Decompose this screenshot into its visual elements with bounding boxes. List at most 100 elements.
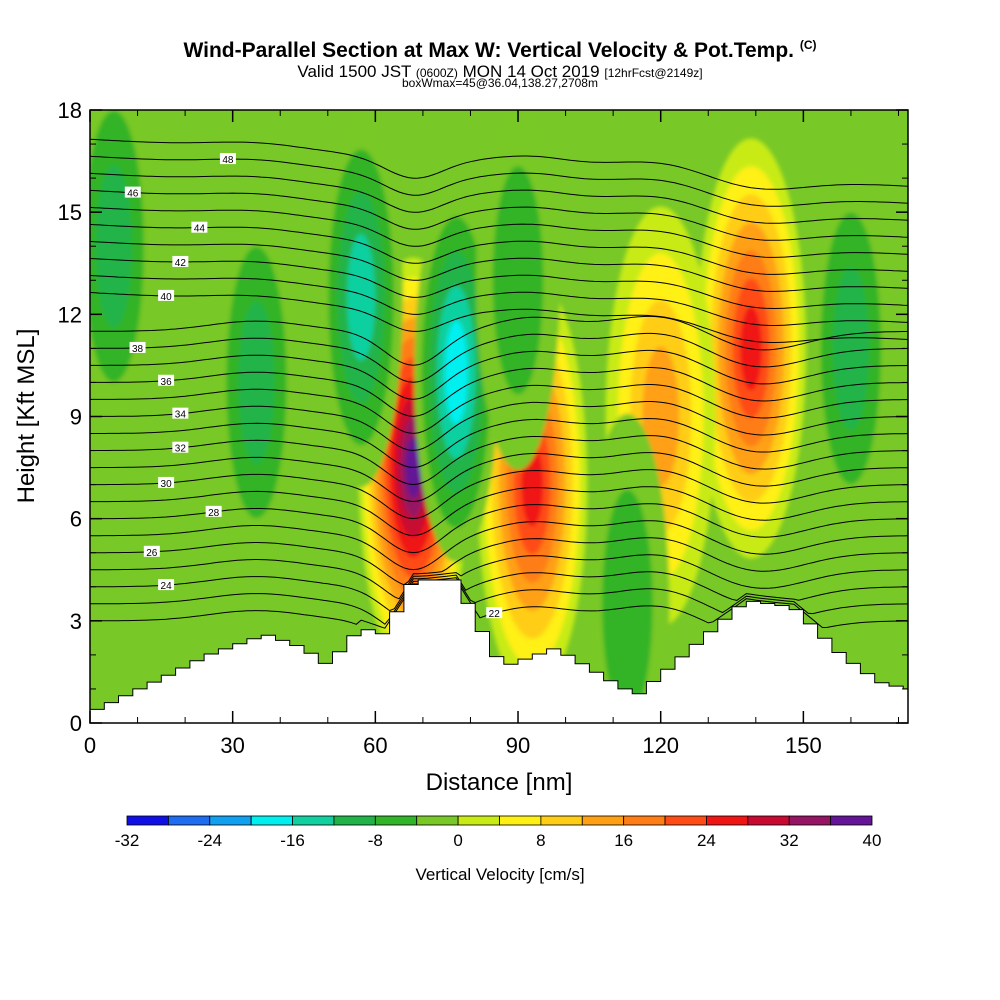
isentrope-line (90, 258, 908, 310)
velocity-feature (476, 110, 561, 471)
isentrope-line (90, 189, 908, 241)
x-tick-label: 120 (642, 733, 679, 758)
chart-subtitle: Valid 1500 JST (0600Z) MON 14 Oct 2019 [… (0, 62, 1000, 82)
colorbar-bin (664, 815, 707, 826)
y-tick-label: 12 (58, 302, 82, 327)
velocity-contour-band (492, 166, 544, 395)
isentrope-line (90, 537, 908, 586)
isentrope-line (90, 401, 908, 451)
chart-title: Wind-Parallel Section at Max W: Vertical… (183, 38, 817, 62)
isentrope-label: 40 (161, 292, 173, 303)
isentrope-label-bg (143, 545, 160, 557)
isentrope-label-bg (129, 341, 146, 353)
colorbar-tick-label: 16 (614, 831, 633, 850)
x-tick-label: 90 (506, 733, 530, 758)
colorbar-bin (292, 815, 335, 826)
colorbar-bin (540, 815, 583, 826)
isentrope-label: 48 (222, 155, 234, 166)
isentrope-label: 36 (161, 377, 173, 388)
isentrope-line (90, 172, 908, 224)
velocity-contour-band (832, 266, 869, 430)
isentrope-label: 22 (489, 609, 501, 620)
isentrope-line (90, 275, 908, 326)
colorbar-tick-label: -16 (280, 831, 305, 850)
colorbar-tick-label: -32 (115, 831, 140, 850)
colorbar-tick-label: 24 (697, 831, 716, 850)
valid-utc: (0600Z) (415, 66, 458, 80)
vertical-velocity-field (90, 110, 908, 723)
isentrope-label-bg (486, 607, 503, 619)
isentrope-label-bg (158, 579, 175, 591)
colorbar-bin (747, 815, 790, 826)
colorbar-tick-label: -24 (197, 831, 222, 850)
colorbar-bin (374, 815, 418, 826)
isentrope-line (90, 332, 908, 383)
isentrope-label-bg (172, 441, 189, 453)
velocity-contour-band (444, 320, 468, 425)
title-mark: (C) (799, 38, 817, 52)
velocity-feature (808, 158, 893, 539)
isentrope-label-bg (158, 476, 175, 488)
isentrope-label: 42 (175, 258, 187, 269)
isentrope-line (90, 315, 908, 366)
isentrope-line (90, 577, 908, 625)
box-wmax-info: boxWmax=45@36.04,138.27,2708m (402, 76, 598, 90)
isentrope-label-bg (219, 153, 236, 165)
colorbar-tick-label: 40 (863, 831, 882, 850)
valid-date: MON 14 Oct 2019 (462, 62, 600, 81)
colorbar-bin (499, 815, 542, 826)
isentrope-line (90, 469, 908, 520)
isentrope-labels: 22 24 26 28 30 32 34 36 38 40 42 44 46 48 (124, 153, 503, 620)
velocity-contour-band (602, 489, 653, 718)
isentrope-label-bg (191, 221, 208, 233)
x-tick-label: 0 (84, 733, 96, 758)
y-tick-label: 18 (58, 98, 82, 123)
isentrope-line (90, 571, 908, 612)
velocity-contour-band (347, 233, 376, 361)
isentrope-label: 46 (127, 189, 139, 200)
colorbar-tick-label: 8 (536, 831, 545, 850)
isentrope-line (90, 486, 908, 537)
y-tick-label: 6 (70, 507, 82, 532)
colorbar-bin (706, 815, 749, 826)
x-tick-label: 30 (220, 733, 244, 758)
isentrope-label: 30 (161, 479, 173, 490)
colorbar-bin (830, 815, 873, 826)
isentrope-label: 38 (132, 344, 144, 355)
isentrope-line (90, 503, 908, 554)
velocity-feature (214, 192, 299, 573)
isentrope-label-bg (158, 289, 175, 301)
isentrope-line (90, 384, 908, 434)
velocity-contour-band (238, 301, 275, 464)
isentrope-label-bg (172, 255, 189, 267)
colorbar-bin (209, 815, 252, 826)
valid-time: Valid 1500 JST (297, 62, 412, 81)
velocity-feature (319, 110, 404, 488)
isentrope-line (90, 223, 908, 275)
x-tick-label: 150 (785, 733, 822, 758)
colorbar-title: Vertical Velocity [cm/s] (415, 865, 584, 884)
velocity-contour-band (95, 164, 132, 328)
isentrope-line (90, 435, 908, 486)
isentrope-line (90, 367, 908, 417)
isentrope-label: 44 (194, 224, 206, 235)
colorbar-bin (167, 815, 211, 826)
isentrope-line (90, 520, 908, 571)
colorbar-tick-label: 32 (780, 831, 799, 850)
y-tick-label: 3 (70, 609, 82, 634)
y-tick-label: 0 (70, 711, 82, 736)
isentrope-lines (90, 138, 908, 629)
isentrope-label-bg (172, 407, 189, 419)
isentrope-label: 28 (208, 508, 220, 519)
colorbar-tick-label: 0 (453, 831, 462, 850)
colorbar-bin (581, 815, 625, 826)
forecast-info: [12hrFcst@2149z] (604, 66, 703, 80)
isentrope-line (90, 206, 908, 258)
x-axis-title: Distance [nm] (426, 769, 573, 796)
isentrope-line (90, 349, 908, 400)
isentrope-label: 34 (175, 410, 187, 421)
colorbar-bin (250, 815, 293, 826)
terrain-profile (90, 579, 908, 723)
